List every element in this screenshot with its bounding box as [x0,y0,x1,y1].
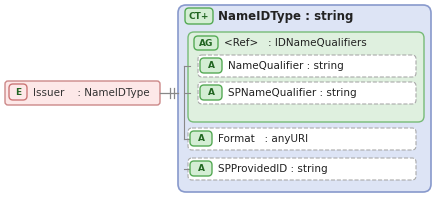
FancyBboxPatch shape [5,81,160,105]
Text: NameIDType : string: NameIDType : string [218,9,353,22]
Text: SPProvidedID : string: SPProvidedID : string [218,164,328,174]
Text: NameQualifier : string: NameQualifier : string [228,61,344,71]
Text: Issuer    : NameIDType: Issuer : NameIDType [33,88,150,98]
FancyBboxPatch shape [200,58,222,73]
Text: A: A [198,134,205,143]
Text: <Ref>   : IDNameQualifiers: <Ref> : IDNameQualifiers [224,38,367,48]
Text: Format   : anyURI: Format : anyURI [218,134,308,144]
FancyBboxPatch shape [194,36,218,50]
Text: AG: AG [199,38,213,47]
Text: E: E [15,87,21,97]
Text: A: A [198,164,205,173]
FancyBboxPatch shape [190,131,212,146]
Text: SPNameQualifier : string: SPNameQualifier : string [228,88,357,98]
Text: A: A [208,88,215,97]
FancyBboxPatch shape [200,85,222,100]
FancyBboxPatch shape [185,8,213,24]
FancyBboxPatch shape [198,82,416,104]
FancyBboxPatch shape [190,161,212,176]
FancyBboxPatch shape [9,84,27,100]
FancyBboxPatch shape [188,32,424,122]
Text: A: A [208,61,215,70]
FancyBboxPatch shape [188,158,416,180]
FancyBboxPatch shape [178,5,431,192]
FancyBboxPatch shape [188,128,416,150]
FancyBboxPatch shape [198,55,416,77]
Text: CT+: CT+ [189,11,209,20]
